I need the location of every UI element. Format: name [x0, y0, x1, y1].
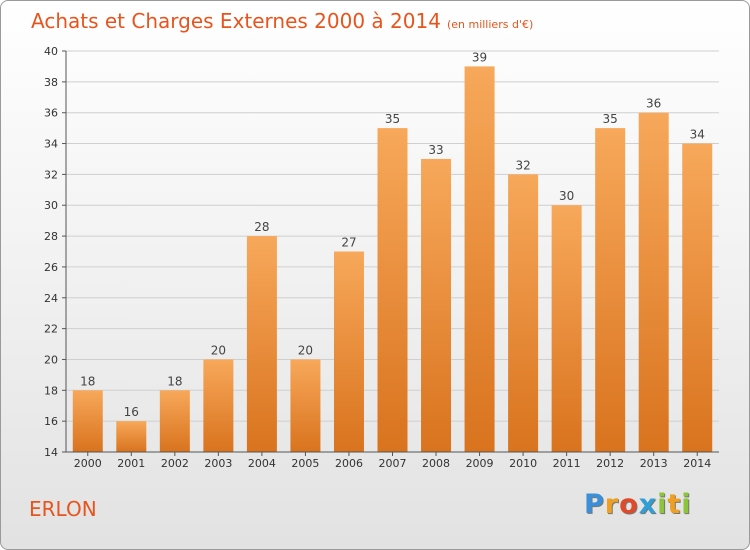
y-tick-label: 28: [44, 230, 58, 243]
x-tick-label: 2014: [683, 457, 711, 470]
bar: [203, 359, 234, 452]
x-tick-label: 2010: [509, 457, 537, 470]
x-tick-label: 2003: [204, 457, 232, 470]
bar-value-label: 20: [211, 343, 226, 357]
chart-subtitle: (en milliers d'€): [446, 18, 534, 31]
bar: [116, 421, 147, 452]
bar: [72, 390, 103, 452]
x-tick-label: 2008: [422, 457, 450, 470]
x-tick-label: 2009: [466, 457, 494, 470]
bar-value-label: 18: [167, 374, 182, 388]
logo-letter: r: [604, 489, 620, 520]
x-tick-label: 2005: [291, 457, 319, 470]
y-tick-label: 20: [44, 353, 58, 366]
bar: [333, 251, 364, 452]
proxiti-logo[interactable]: Proxiti: [584, 489, 692, 520]
town-name: ERLON: [29, 497, 97, 521]
y-tick-label: 38: [44, 76, 58, 89]
y-tick-label: 40: [44, 45, 58, 58]
bar-value-label: 39: [472, 50, 487, 64]
x-tick-label: 2012: [596, 457, 624, 470]
logo-letter: o: [619, 489, 639, 520]
logo-letter: i: [657, 489, 668, 520]
bar-value-label: 33: [428, 143, 443, 157]
bar-value-label: 35: [385, 112, 400, 126]
bar: [508, 174, 539, 452]
bar-value-label: 36: [646, 97, 661, 111]
bar-value-label: 30: [559, 189, 574, 203]
y-tick-label: 26: [44, 261, 58, 274]
bar: [595, 128, 626, 452]
x-tick-label: 2011: [553, 457, 581, 470]
bar: [159, 390, 190, 452]
x-tick-label: 2006: [335, 457, 363, 470]
bar-value-label: 28: [254, 220, 269, 234]
y-tick-label: 32: [44, 168, 58, 181]
y-tick-label: 18: [44, 384, 58, 397]
bar: [551, 205, 582, 452]
bar-value-label: 32: [515, 158, 530, 172]
y-axis: 14 16 18 20 22 24 26 28 30 32 34 36 38 40: [44, 45, 67, 459]
x-tick-label: 2004: [248, 457, 276, 470]
bar: [421, 158, 452, 452]
y-tick-label: 16: [44, 415, 58, 428]
y-tick-label: 14: [44, 446, 58, 459]
bar-value-label: 20: [298, 343, 313, 357]
bar: [377, 128, 408, 452]
bar-value-label: 18: [80, 374, 95, 388]
bars: 18 16 18 20 28 20 27 35 33 39 32 30 35 36 34: [72, 50, 713, 453]
bar-value-label: 34: [690, 128, 705, 142]
x-tick-label: 2007: [379, 457, 407, 470]
bar: [638, 112, 669, 452]
bar-value-label: 27: [341, 236, 356, 250]
chart-title: Achats et Charges Externes 2000 à 2014 (e…: [31, 9, 533, 33]
y-tick-label: 30: [44, 199, 58, 212]
bar: [246, 236, 277, 452]
y-tick-label: 34: [44, 138, 58, 151]
bar: [682, 143, 713, 453]
logo-letter: x: [638, 489, 658, 520]
bar: [290, 359, 321, 452]
y-tick-label: 24: [44, 292, 58, 305]
bar-value-label: 35: [603, 112, 618, 126]
bar: [464, 66, 495, 452]
logo-letter: t: [667, 489, 682, 520]
x-tick-label: 2000: [74, 457, 102, 470]
x-tick-label: 2002: [161, 457, 189, 470]
x-axis: 2000 2001 2002 2003 2004 2005 2006 2007 2008 2009…: [66, 451, 719, 470]
x-tick-label: 2001: [117, 457, 145, 470]
y-tick-label: 22: [44, 323, 58, 336]
x-tick-label: 2013: [640, 457, 668, 470]
bar-value-label: 16: [124, 405, 139, 419]
logo-letter: P: [584, 489, 605, 520]
logo-letter: i: [681, 489, 692, 520]
chart-title-text: Achats et Charges Externes 2000 à 2014: [31, 9, 441, 33]
y-tick-label: 36: [44, 107, 58, 120]
